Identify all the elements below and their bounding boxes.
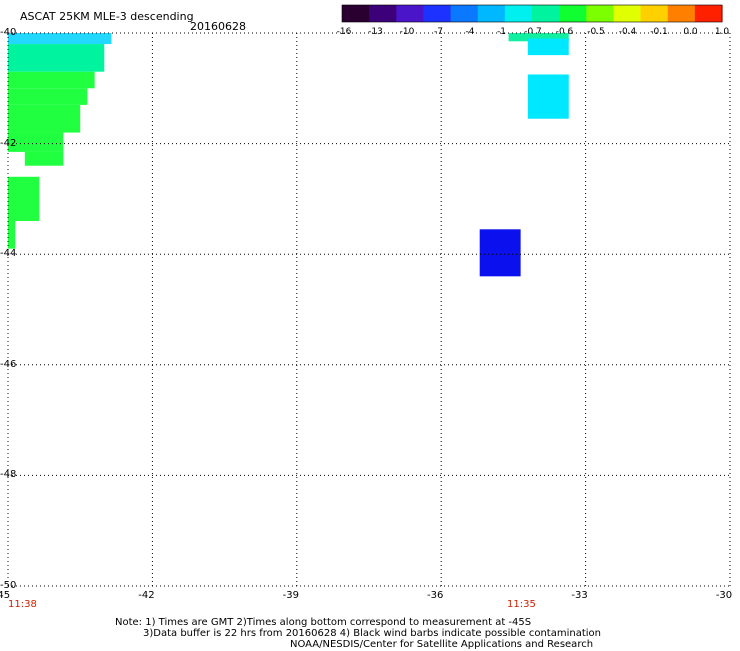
y-tick-label: -50 <box>0 580 17 591</box>
x-tick-label: -45 <box>0 590 11 601</box>
note-line-2: 3)Data buffer is 22 hrs from 20160628 4)… <box>143 628 601 639</box>
colorbar-label: -0.7 <box>524 27 542 37</box>
x-tick-label: -42 <box>138 590 155 601</box>
colorbar-swatch <box>396 5 425 22</box>
data-cell <box>8 176 40 222</box>
x-tick-label: -36 <box>427 590 444 601</box>
colorbar-swatch <box>450 5 479 22</box>
colorbar-label: -16 <box>336 27 352 37</box>
colorbar-label: -13 <box>368 27 383 37</box>
x-tick-label: -39 <box>282 590 299 601</box>
data-cell <box>24 151 64 166</box>
y-tick-label: -42 <box>0 137 17 149</box>
data-cell <box>8 33 112 45</box>
x-tick-label: -33 <box>571 590 588 601</box>
data-cells <box>8 33 569 277</box>
colorbar-swatch <box>504 5 533 22</box>
colorbar-swatch <box>532 5 560 22</box>
colorbar-swatch <box>613 5 642 22</box>
colorbar-swatch <box>694 5 723 22</box>
data-cell <box>8 104 81 133</box>
y-tick-label: -44 <box>0 248 17 260</box>
y-tick-label: -40 <box>0 27 17 38</box>
map-date: 20160628 <box>190 20 246 33</box>
data-cell <box>8 44 105 72</box>
colorbar-label: -0.6 <box>555 27 574 37</box>
data-cell <box>527 74 569 119</box>
data-cell <box>8 132 64 152</box>
data-cell <box>8 221 16 249</box>
colorbar <box>341 4 723 23</box>
colorbar-swatch <box>342 5 370 22</box>
colorbar-label: 1.0 <box>714 27 730 37</box>
colorbar-label: -0.1 <box>650 27 668 37</box>
note-line-1: Note: 1) Times are GMT 2)Times along bot… <box>115 617 532 628</box>
colorbar-swatch <box>667 5 696 22</box>
colorbar-swatch <box>586 5 615 22</box>
colorbar-swatch <box>477 5 506 22</box>
colorbar-swatch <box>640 5 669 22</box>
data-cell <box>8 88 88 105</box>
colorbar-label: -0.4 <box>618 27 637 37</box>
data-cell <box>479 229 521 277</box>
data-cell <box>527 38 569 56</box>
grid-lines <box>7 32 731 587</box>
time-left: 11:38 <box>8 599 37 610</box>
colorbar-frame <box>341 4 723 23</box>
data-cell <box>508 33 569 42</box>
colorbar-label: -1 <box>497 27 506 37</box>
colorbar-label: -7 <box>434 27 443 37</box>
colorbar-swatch <box>369 5 397 22</box>
time-right: 11:35 <box>507 599 536 610</box>
data-cell <box>8 71 95 89</box>
x-tick-label: -30 <box>715 590 733 601</box>
note-line-3: NOAA/NESDIS/Center for Satellite Applica… <box>290 639 594 650</box>
colorbar-label: -4 <box>465 27 475 37</box>
colorbar-label: 0.0 <box>683 27 698 37</box>
colorbar-swatch <box>559 5 587 22</box>
y-tick-label: -48 <box>0 469 17 481</box>
colorbar-label: -10 <box>399 27 415 37</box>
colorbar-label: -0.5 <box>587 27 605 37</box>
y-tick-label: -46 <box>0 358 17 370</box>
colorbar-swatch <box>423 5 452 22</box>
map-title: ASCAT 25KM MLE-3 descending <box>20 10 194 23</box>
